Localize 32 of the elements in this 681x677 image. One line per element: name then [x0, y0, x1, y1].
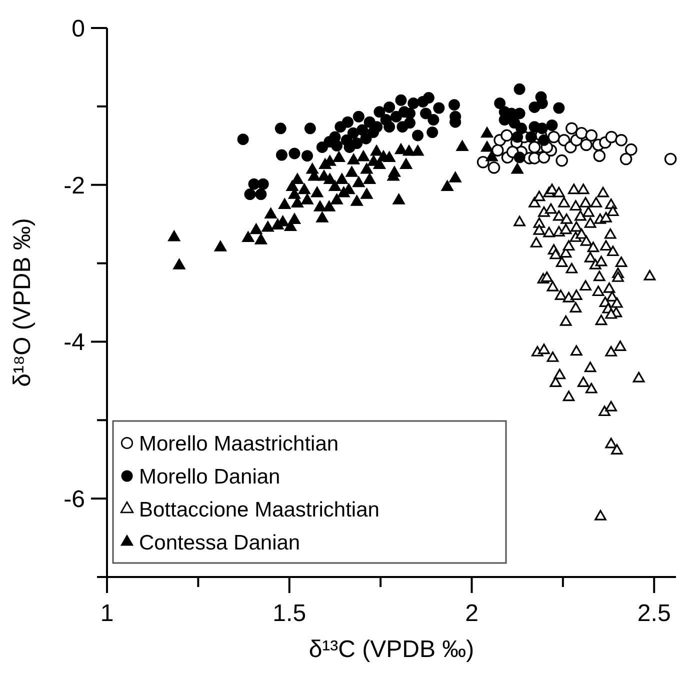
point [548, 130, 560, 144]
y-axis-title: δ¹⁸O (VPDB ‰) [9, 218, 36, 387]
point [605, 130, 618, 144]
point [580, 138, 592, 151]
x-tick-label: 2.5 [637, 600, 671, 627]
y-tick-label: -6 [64, 486, 85, 513]
legend-label: Morello Danian [139, 465, 280, 488]
legend-label: Contessa Danian [139, 531, 300, 554]
x-tick-label: 2 [465, 600, 478, 627]
legend-label: Morello Maastrichtian [139, 432, 339, 456]
x-axis-title: δ¹³C (VPDB ‰) [308, 636, 474, 663]
y-tick-label: 0 [72, 15, 85, 42]
point [585, 129, 598, 142]
point [500, 129, 513, 142]
point [575, 126, 588, 140]
y-tick-label: -4 [64, 329, 85, 356]
point [488, 161, 500, 174]
point [476, 156, 490, 168]
point [566, 122, 578, 135]
y-tick-label: -2 [64, 172, 85, 200]
point [558, 134, 570, 146]
point [528, 141, 541, 154]
point [624, 143, 638, 156]
point [491, 144, 504, 156]
point [615, 134, 628, 146]
point [556, 154, 568, 167]
point [664, 152, 677, 166]
x-tick-label: 1 [100, 600, 114, 627]
x-tick-label: 1.5 [272, 600, 306, 627]
point [593, 150, 606, 162]
legend-label: Bottaccione Maastrichtian [139, 498, 380, 522]
point [620, 152, 632, 166]
